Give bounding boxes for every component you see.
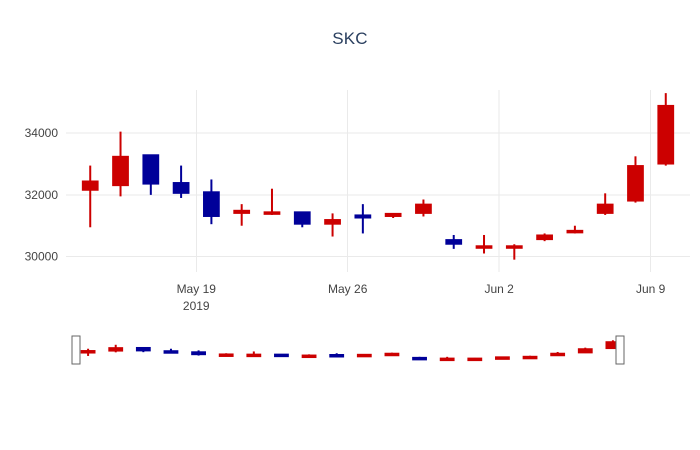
rangeslider-bar (495, 356, 510, 360)
x-axis-tick-label: May 19 (177, 282, 217, 296)
candlestick-bar[interactable] (354, 204, 372, 234)
rangeslider-bar (384, 352, 400, 357)
rangeslider-right-handle[interactable] (615, 335, 625, 365)
candlestick-body (657, 104, 675, 165)
rangeslider-bar (108, 344, 124, 353)
x-axis-tick-sublabel: 2019 (183, 299, 210, 313)
rangeslider-bar (274, 353, 289, 358)
rangeslider-bar (135, 346, 151, 353)
candlestick-body (536, 234, 553, 241)
rangeslider-bar (329, 353, 345, 358)
rangeslider-bar (80, 348, 96, 356)
x-axis-tick-label: Jun 2 (484, 282, 514, 296)
candlestick-bar[interactable] (293, 211, 311, 228)
y-axis-tick-label: 32000 (25, 188, 59, 202)
rangeslider-bar (356, 353, 372, 358)
candlestick-body (627, 165, 644, 202)
candlestick-bar[interactable] (445, 234, 463, 249)
rangeslider-body (163, 350, 179, 354)
candlestick-bar[interactable] (203, 179, 220, 225)
candlestick-bar[interactable] (142, 154, 160, 195)
candlestick-body (142, 154, 160, 185)
rangeslider-body (467, 357, 483, 362)
candlestick-body (203, 191, 220, 217)
rangeslider-bar (439, 356, 455, 362)
candlestick-body (263, 211, 281, 215)
candlestick-body (445, 239, 463, 245)
candlestick-bar[interactable] (505, 244, 523, 260)
rangeslider-bar (163, 348, 179, 354)
rangeslider-body (218, 353, 234, 357)
rangeslider-bar (246, 351, 262, 358)
y-axis-tick-label: 34000 (25, 126, 59, 140)
rangeslider-body (80, 350, 96, 354)
candlestick-body (596, 203, 614, 214)
candlestick-body (112, 155, 129, 187)
candlestick-bar[interactable] (384, 212, 402, 219)
rangeslider-body (108, 347, 124, 352)
rangeslider-body (191, 351, 206, 356)
rangeslider-bar (467, 357, 483, 362)
candlestick-bar[interactable] (596, 193, 614, 215)
candlestick-bar[interactable] (233, 204, 251, 226)
rangeslider-body (356, 353, 372, 358)
rangeslider-body (439, 357, 455, 362)
rangeslider-series (80, 340, 621, 362)
candlestick-bar[interactable] (112, 131, 129, 197)
candlestick-series (81, 93, 675, 260)
candlestick-bar[interactable] (475, 234, 493, 254)
rangeslider-body (577, 348, 593, 354)
rangeslider-body (495, 356, 510, 360)
rangeslider-left-handle[interactable] (71, 335, 81, 365)
candlestick-body (354, 214, 372, 219)
candlestick-body (384, 212, 402, 217)
candlestick-body (293, 211, 311, 225)
rangeslider-body (135, 346, 151, 352)
rangeslider-bar (301, 354, 317, 359)
rangeslider-body (301, 354, 317, 359)
candlestick-bar[interactable] (566, 225, 584, 234)
x-axis-tick-label: May 26 (328, 282, 368, 296)
candlestick-body (233, 209, 251, 214)
candlestick-bar[interactable] (536, 233, 553, 242)
rangeslider-body (329, 354, 345, 358)
rangeslider-body (412, 356, 427, 361)
x-axis-tick-label: Jun 9 (636, 282, 666, 296)
candlestick-body (505, 245, 523, 249)
candlestick-body (415, 203, 432, 214)
rangeslider-bar (412, 356, 427, 361)
rangeslider-bar (550, 351, 566, 357)
candlestick-bar[interactable] (172, 165, 190, 198)
candlestick-bar[interactable] (627, 156, 644, 203)
candlestick-body (172, 182, 190, 194)
y-axis-tick-label: 30000 (25, 250, 59, 264)
candlestick-bar[interactable] (657, 93, 675, 166)
rangeslider-bar (522, 355, 538, 360)
rangeslider-body (522, 355, 538, 360)
rangeslider-body (274, 353, 289, 358)
rangeslider-bar (577, 347, 593, 354)
candlestick-body (81, 180, 99, 191)
candlestick-body (475, 245, 493, 249)
candlestick-bar[interactable] (81, 165, 99, 228)
candlestick-bar[interactable] (415, 199, 432, 217)
candlestick-bar[interactable] (324, 213, 341, 237)
candlestick-bar[interactable] (263, 188, 281, 215)
rangeslider-bar (191, 350, 206, 356)
candlestick-body (566, 229, 584, 234)
rangeslider-bar (218, 353, 234, 357)
rangeslider-track[interactable] (66, 330, 635, 372)
candlestick-body (324, 219, 341, 225)
rangeslider-body (246, 353, 262, 358)
page-title: SKC (332, 29, 368, 48)
rangeslider-body (384, 352, 400, 357)
rangeslider-body (550, 352, 566, 357)
